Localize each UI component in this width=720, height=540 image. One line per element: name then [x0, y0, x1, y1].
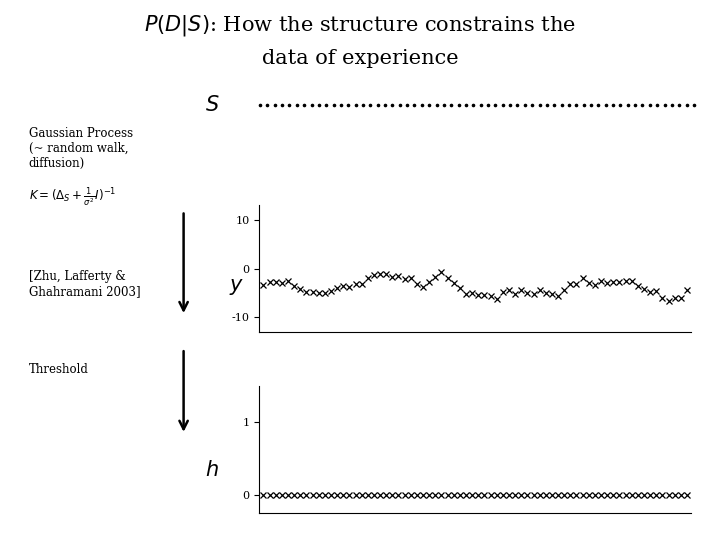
Text: [Zhu, Lafferty &
Ghahramani 2003]: [Zhu, Lafferty & Ghahramani 2003]	[29, 270, 140, 298]
Text: $S$: $S$	[205, 95, 220, 116]
Text: data of experience: data of experience	[261, 49, 459, 68]
Text: $y$: $y$	[229, 277, 243, 298]
Text: $h$: $h$	[205, 460, 220, 480]
Text: Threshold: Threshold	[29, 363, 89, 376]
Text: $P(D|S)$: How the structure constrains the: $P(D|S)$: How the structure constrains t…	[144, 14, 576, 38]
Text: $K = (\Delta_S + \frac{1}{\sigma^2}I)^{-1}$: $K = (\Delta_S + \frac{1}{\sigma^2}I)^{-…	[29, 185, 116, 209]
Text: Gaussian Process
(~ random walk,
diffusion): Gaussian Process (~ random walk, diffusi…	[29, 127, 133, 170]
